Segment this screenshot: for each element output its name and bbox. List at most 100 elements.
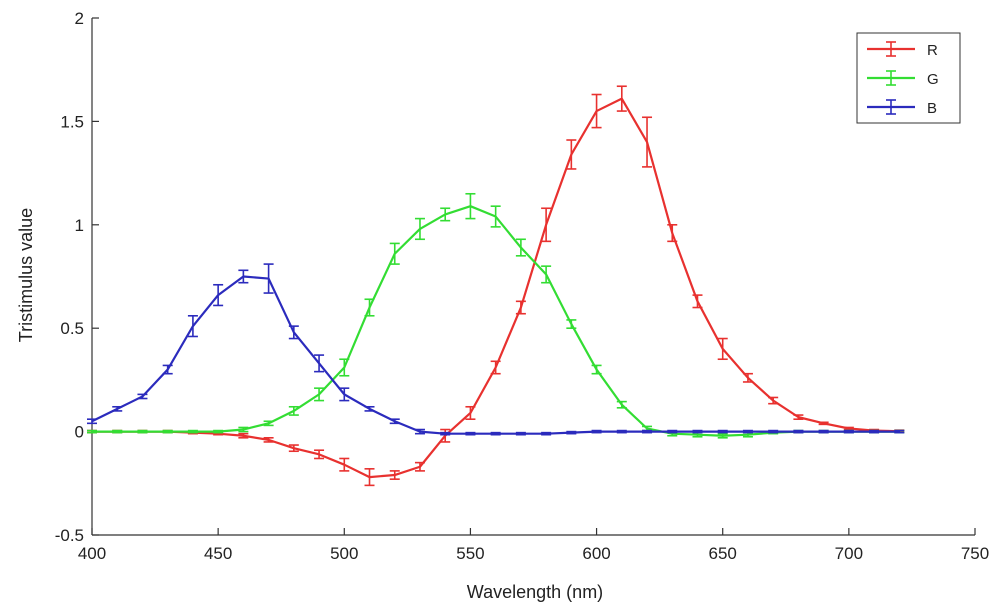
series-b-error-bar bbox=[793, 429, 804, 434]
x-tick-label: 650 bbox=[709, 544, 737, 563]
legend-label: R bbox=[927, 42, 938, 59]
series-b-error-bar bbox=[616, 429, 627, 434]
x-tick-label: 450 bbox=[204, 544, 232, 563]
series-r-error-bar bbox=[742, 372, 753, 383]
series-r-error-bar bbox=[541, 207, 552, 243]
series-r-error-bar bbox=[339, 457, 350, 472]
y-tick-label: 0 bbox=[75, 423, 84, 442]
series-r-error-bar bbox=[364, 468, 375, 487]
series-b-error-bar bbox=[314, 354, 325, 373]
series-r-error-bar bbox=[288, 444, 299, 453]
series-r-error-bar bbox=[566, 139, 577, 170]
x-tick-label: 550 bbox=[456, 544, 484, 563]
series-g-error-bar bbox=[314, 387, 325, 402]
y-tick-label: 1.5 bbox=[60, 112, 84, 131]
series-g-error-bar bbox=[440, 207, 451, 222]
series-r-error-bar bbox=[717, 337, 728, 361]
series-g-error-bar bbox=[137, 429, 148, 434]
series-b-error-bar bbox=[692, 429, 703, 434]
series-g-error-bar bbox=[566, 319, 577, 330]
series-b-error-bar bbox=[440, 431, 451, 436]
series-b-error-bar bbox=[566, 430, 577, 435]
series-g-error-bar bbox=[187, 429, 198, 434]
y-tick-label: 2 bbox=[75, 9, 84, 28]
series-b-error-bar bbox=[843, 429, 854, 434]
series-b-error-bar bbox=[238, 269, 249, 284]
series-g-error-bar bbox=[238, 426, 249, 433]
legend: RGB bbox=[856, 32, 961, 124]
series-g-error-bar bbox=[616, 400, 627, 409]
series-g-error-bar bbox=[541, 265, 552, 284]
axes: 400 450 500 550 600 650 700 750 -0.5 0 0.5 1 1.5 2 bbox=[55, 9, 989, 563]
series-b-error-bar bbox=[162, 364, 173, 375]
series-b-error-bar bbox=[87, 418, 97, 425]
legend-label: B bbox=[927, 100, 937, 117]
series-r-error-bar bbox=[414, 461, 425, 472]
series-r bbox=[87, 85, 905, 487]
x-tick-label: 400 bbox=[78, 544, 106, 563]
series-g-error-bar bbox=[717, 432, 728, 439]
series-b-error-bar bbox=[869, 429, 880, 434]
series-r-error-bar bbox=[314, 449, 325, 460]
series-r-error-bar bbox=[440, 428, 451, 443]
y-axis-title: Tristimulus value bbox=[16, 208, 36, 342]
y-tick-label: -0.5 bbox=[55, 526, 84, 545]
series-g-error-bar bbox=[87, 429, 97, 434]
series-r-error-bar bbox=[591, 93, 602, 129]
series-g-error-bar bbox=[112, 429, 123, 434]
x-tick-label: 600 bbox=[582, 544, 610, 563]
series-b-error-bar bbox=[364, 405, 375, 412]
series-r-error-bar bbox=[515, 300, 526, 315]
series-b-error-bar bbox=[490, 431, 501, 436]
series-r-error-bar bbox=[389, 470, 400, 480]
y-tick-label: 1 bbox=[75, 216, 84, 235]
series-r-error-bar bbox=[843, 426, 854, 431]
x-tick-label: 750 bbox=[961, 544, 989, 563]
series-b bbox=[87, 263, 905, 436]
series-r-line bbox=[92, 97, 900, 479]
series-r-error-bar bbox=[465, 405, 476, 420]
series-b-error-bar bbox=[717, 429, 728, 434]
series-g-error-bar bbox=[591, 364, 602, 375]
series-g-error-bar bbox=[490, 205, 501, 228]
x-tick-label: 700 bbox=[835, 544, 863, 563]
y-tick-label: 0.5 bbox=[60, 319, 84, 338]
series-g-error-bar bbox=[162, 429, 173, 434]
series-b-error-bar bbox=[339, 387, 350, 402]
series-b-error-bar bbox=[112, 405, 123, 412]
series-g bbox=[87, 192, 905, 439]
series-g-line bbox=[92, 205, 900, 437]
legend-label: G bbox=[927, 71, 939, 88]
series-g-error-bar bbox=[414, 217, 425, 241]
series-b-line bbox=[91, 275, 900, 435]
series-r-error-bar bbox=[768, 396, 779, 405]
series-b-error-bar bbox=[742, 429, 753, 434]
series-r-error-bar bbox=[490, 360, 501, 375]
series-b-error-bar bbox=[414, 428, 425, 435]
series-b-error-bar bbox=[213, 283, 224, 307]
series-b-error-bar bbox=[389, 418, 400, 425]
series-b-error-bar bbox=[137, 393, 148, 400]
series-g-error-bar bbox=[515, 238, 526, 257]
series-r-error-bar bbox=[692, 294, 703, 309]
series-r-error-bar bbox=[793, 414, 804, 420]
series-b-error-bar bbox=[591, 429, 602, 434]
series-g-error-bar bbox=[263, 420, 274, 427]
series-r-error-bar bbox=[818, 421, 829, 426]
series-r-error-bar bbox=[642, 116, 653, 168]
series-b-error-bar bbox=[818, 429, 829, 434]
series-g-error-bar bbox=[288, 405, 299, 416]
series-g-error-bar bbox=[213, 429, 224, 434]
series-g-error-bar bbox=[364, 298, 375, 317]
series-g-error-bar bbox=[389, 242, 400, 265]
series-g-error-bar bbox=[339, 358, 350, 377]
series-b-error-bar bbox=[187, 314, 198, 338]
series-b-error-bar bbox=[667, 429, 678, 434]
series-b-error-bar bbox=[288, 325, 299, 340]
series-g-error-bar bbox=[465, 192, 476, 220]
series-b-error-bar bbox=[263, 263, 274, 294]
series-r-error-bar bbox=[238, 432, 249, 439]
series-layer bbox=[87, 85, 905, 487]
